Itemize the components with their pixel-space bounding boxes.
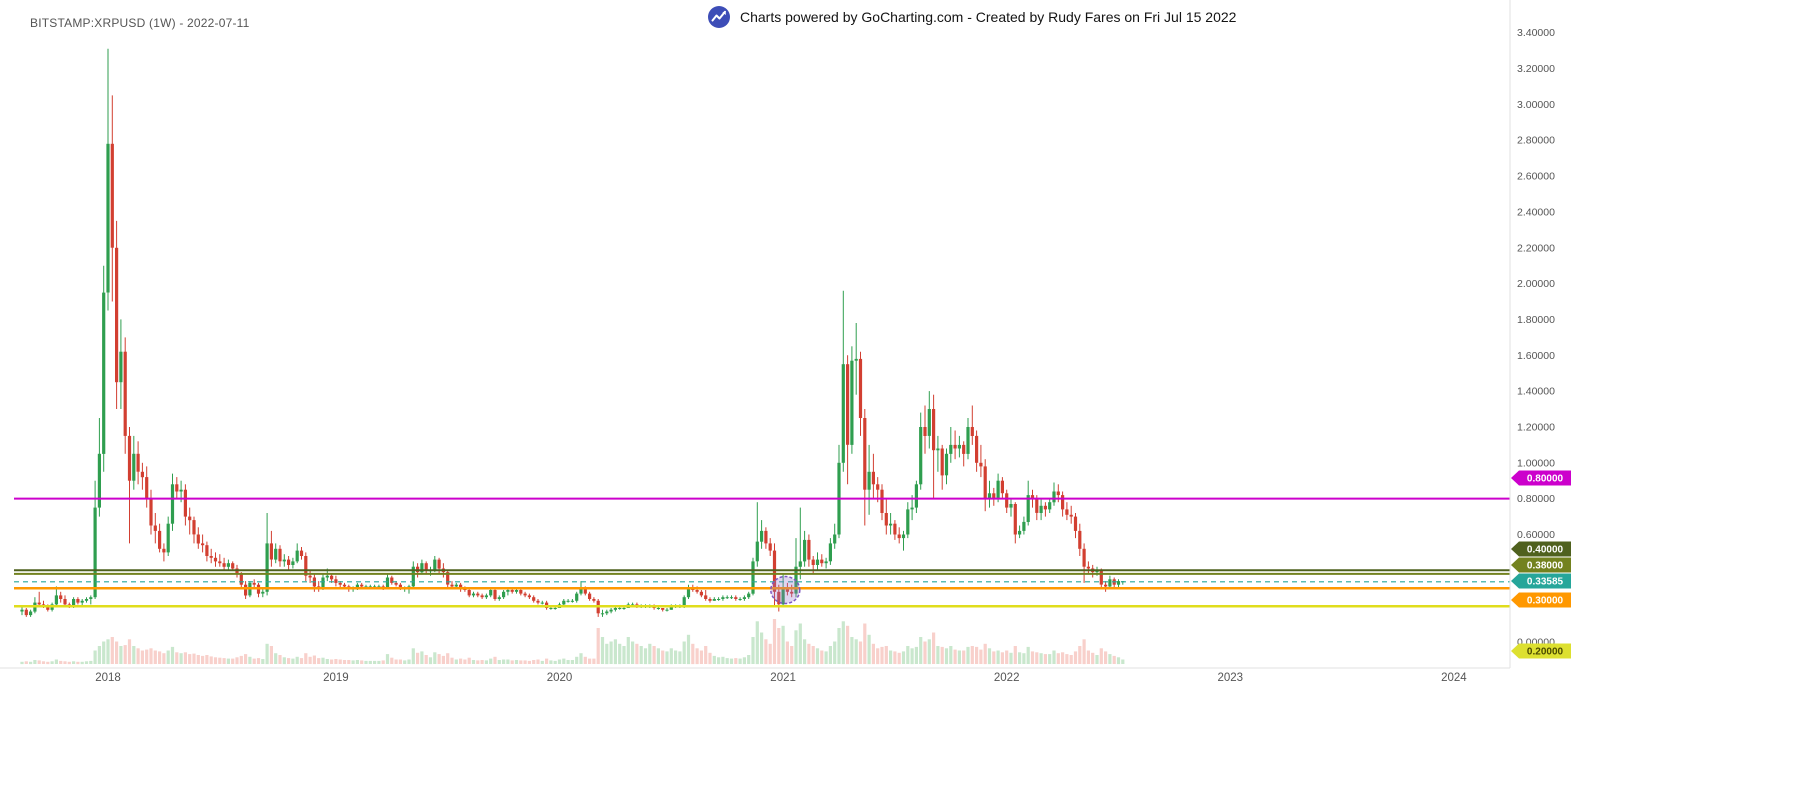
svg-text:0.20000: 0.20000 bbox=[1527, 647, 1564, 658]
svg-text:2.80000: 2.80000 bbox=[1517, 135, 1555, 147]
ellipse-annotation[interactable] bbox=[770, 575, 801, 605]
price-badge[interactable]: 0.20000 bbox=[1511, 643, 1571, 659]
candlesticks bbox=[20, 48, 1125, 617]
svg-text:3.20000: 3.20000 bbox=[1517, 63, 1555, 75]
svg-text:2024: 2024 bbox=[1441, 672, 1467, 684]
svg-text:2.20000: 2.20000 bbox=[1517, 242, 1555, 254]
axis-borders bbox=[0, 0, 1511, 669]
svg-text:1.00000: 1.00000 bbox=[1517, 457, 1555, 469]
svg-text:2.40000: 2.40000 bbox=[1517, 206, 1555, 218]
svg-text:2023: 2023 bbox=[1218, 672, 1244, 684]
svg-text:2.00000: 2.00000 bbox=[1517, 278, 1555, 290]
svg-text:0.60000: 0.60000 bbox=[1517, 529, 1555, 541]
svg-text:0.38000: 0.38000 bbox=[1527, 561, 1564, 572]
credit-text: Charts powered by GoCharting.com - Creat… bbox=[740, 9, 1237, 25]
svg-text:2020: 2020 bbox=[547, 672, 573, 684]
price-badge[interactable]: 0.40000 bbox=[1511, 541, 1571, 557]
svg-text:1.20000: 1.20000 bbox=[1517, 422, 1555, 434]
svg-text:1.60000: 1.60000 bbox=[1517, 350, 1555, 362]
price-badge[interactable]: 0.30000 bbox=[1511, 592, 1571, 608]
svg-text:2022: 2022 bbox=[994, 672, 1020, 684]
price-badge[interactable]: 0.33585 bbox=[1511, 573, 1571, 589]
time-axis[interactable]: 2018 2019 2020 2021 2022 2023 2024 bbox=[95, 672, 1467, 684]
svg-text:2.60000: 2.60000 bbox=[1517, 171, 1555, 183]
svg-text:2019: 2019 bbox=[323, 672, 349, 684]
svg-text:3.40000: 3.40000 bbox=[1517, 27, 1555, 39]
symbol-info: BITSTAMP:XRPUSD (1W) - 2022-07-11 bbox=[30, 16, 250, 30]
svg-text:1.40000: 1.40000 bbox=[1517, 386, 1555, 398]
price-axis-badges[interactable]: 0.80000 0.40000 0.38000 0.33585 0.30000 0.200… bbox=[1511, 470, 1571, 659]
svg-text:0.33585: 0.33585 bbox=[1527, 577, 1564, 588]
svg-text:0.40000: 0.40000 bbox=[1527, 545, 1564, 556]
svg-text:0.80000: 0.80000 bbox=[1527, 474, 1564, 485]
credit-line: Charts powered by GoCharting.com - Creat… bbox=[707, 4, 1236, 30]
svg-text:1.80000: 1.80000 bbox=[1517, 314, 1555, 326]
svg-text:2021: 2021 bbox=[770, 672, 796, 684]
volume-bars bbox=[20, 619, 1125, 665]
svg-text:2018: 2018 bbox=[95, 672, 121, 684]
svg-text:0.30000: 0.30000 bbox=[1527, 596, 1564, 607]
svg-text:0.80000: 0.80000 bbox=[1517, 493, 1555, 505]
svg-text:3.00000: 3.00000 bbox=[1517, 99, 1555, 111]
price-axis[interactable]: 3.40000 3.20000 3.00000 2.80000 2.60000 2.400… bbox=[1517, 27, 1555, 648]
price-badge[interactable]: 0.80000 bbox=[1511, 470, 1571, 486]
price-badge[interactable]: 0.38000 bbox=[1511, 557, 1571, 573]
gocharting-logo-icon bbox=[707, 5, 731, 29]
horizontal-price-lines[interactable] bbox=[14, 497, 1510, 608]
